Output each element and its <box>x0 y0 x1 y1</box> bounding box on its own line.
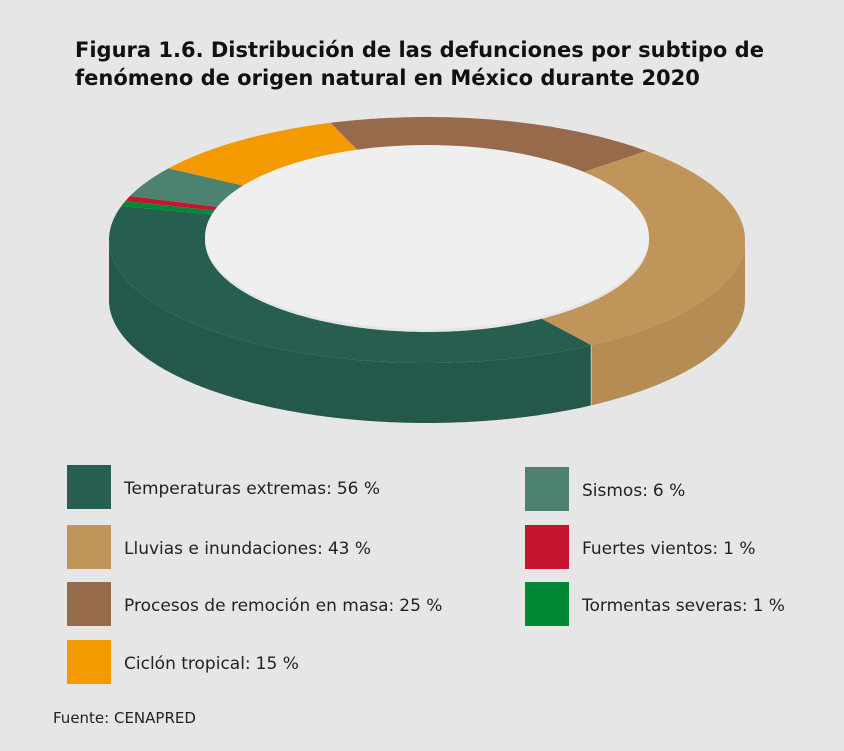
slice <box>125 196 220 211</box>
legend-value: 6 % <box>653 481 685 501</box>
donut-hole <box>205 145 649 329</box>
legend-value: 1 % <box>723 539 755 559</box>
legend-swatch <box>67 582 111 626</box>
legend-label: Temperaturas extremas: 56 % <box>123 479 380 499</box>
legend-swatch <box>525 525 569 569</box>
slice-side-shade <box>109 240 591 423</box>
legend-category: Ciclón tropical: <box>124 654 251 674</box>
legend-value: 43 % <box>328 539 371 559</box>
source: Fuente: CENAPRED <box>53 709 196 727</box>
slice-side-shade <box>591 240 745 406</box>
slice <box>541 150 745 346</box>
legend-swatch <box>525 582 569 626</box>
legend-category: Sismos: <box>582 481 648 501</box>
legend-swatch <box>67 525 111 569</box>
legend-category: Temperaturas extremas: <box>123 479 332 499</box>
legend-swatch <box>67 465 111 509</box>
slice <box>330 117 647 174</box>
slice <box>129 168 247 208</box>
legend-value: 25 % <box>399 596 442 616</box>
slice-side <box>591 240 745 406</box>
legend-label: Procesos de remoción en masa: 25 % <box>124 596 442 616</box>
legend-label: Tormentas severas: 1 % <box>581 596 785 616</box>
legend-value: 56 % <box>337 479 380 499</box>
legend-category: Tormentas severas: <box>581 596 748 616</box>
legend-value: 15 % <box>256 654 299 674</box>
legend-label: Lluvias e inundaciones: 43 % <box>124 539 371 559</box>
legend-swatch <box>67 640 111 684</box>
legend-category: Lluvias e inundaciones: <box>124 539 323 559</box>
legend-category: Fuertes vientos: <box>582 539 718 559</box>
slice-side <box>109 240 591 423</box>
legend-category: Procesos de remoción en masa: <box>124 596 394 616</box>
legend-value: 1 % <box>753 596 785 616</box>
legend-label: Sismos: 6 % <box>582 481 685 501</box>
slice <box>109 206 592 363</box>
legend-label: Ciclón tropical: 15 % <box>124 654 299 674</box>
slice <box>168 122 360 187</box>
chart-title: Figura 1.6. Distribución de las defuncio… <box>75 38 764 90</box>
slice <box>121 201 217 215</box>
legend-swatch <box>525 467 569 511</box>
legend-label: Fuertes vientos: 1 % <box>582 539 756 559</box>
